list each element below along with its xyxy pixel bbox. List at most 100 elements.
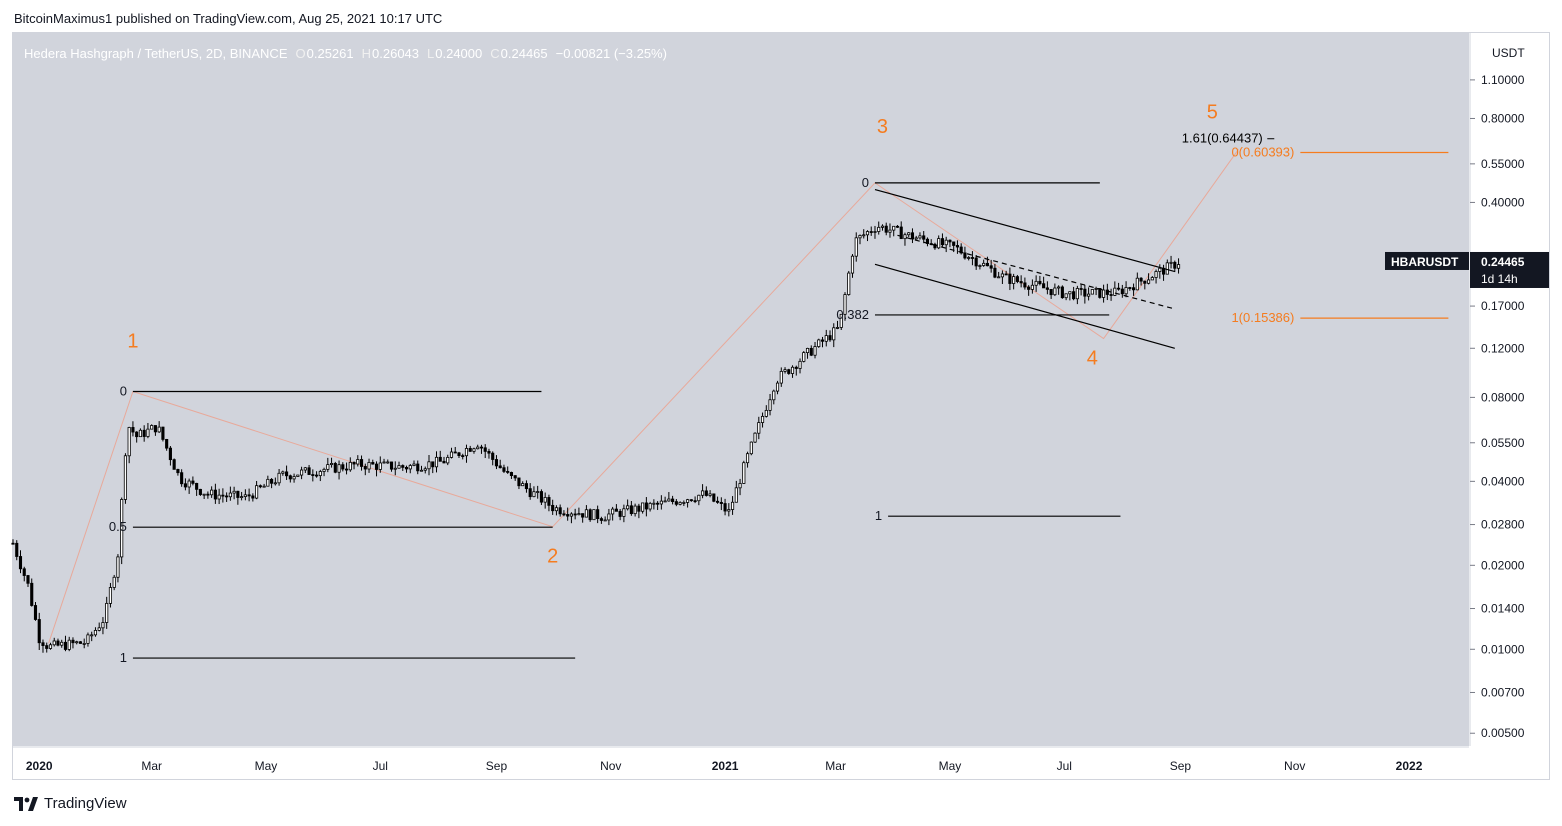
- candle-body[interactable]: [1139, 277, 1143, 282]
- candle-body[interactable]: [63, 641, 68, 650]
- candle-body[interactable]: [236, 490, 240, 498]
- candle-body[interactable]: [1034, 280, 1038, 286]
- candle-body[interactable]: [165, 438, 169, 449]
- candle-body[interactable]: [52, 640, 56, 646]
- candle-body[interactable]: [1154, 271, 1158, 278]
- candle-body[interactable]: [581, 513, 585, 518]
- candle-body[interactable]: [847, 272, 851, 295]
- candle-body[interactable]: [862, 234, 866, 237]
- candle-body[interactable]: [809, 347, 813, 356]
- candle-body[interactable]: [183, 483, 187, 488]
- candle-body[interactable]: [1053, 287, 1057, 296]
- candle-body[interactable]: [1090, 289, 1094, 295]
- candle-body[interactable]: [195, 482, 199, 490]
- candle-body[interactable]: [97, 627, 101, 631]
- candle-body[interactable]: [701, 490, 705, 496]
- candle-body[interactable]: [442, 460, 446, 464]
- candle-body[interactable]: [187, 480, 191, 488]
- candle-body[interactable]: [539, 491, 543, 503]
- candle-body[interactable]: [1049, 289, 1053, 296]
- candle-body[interactable]: [656, 502, 660, 505]
- candle-body[interactable]: [952, 241, 956, 246]
- time-axis[interactable]: [13, 747, 1469, 779]
- candle-body[interactable]: [618, 510, 622, 517]
- price-axis[interactable]: [1470, 33, 1549, 746]
- candle-body[interactable]: [790, 366, 795, 374]
- candle-body[interactable]: [15, 542, 19, 557]
- candle-body[interactable]: [498, 465, 502, 469]
- candle-body[interactable]: [742, 462, 746, 484]
- candle-body[interactable]: [67, 639, 71, 650]
- candle-body[interactable]: [749, 441, 753, 455]
- candle-body[interactable]: [865, 231, 870, 236]
- candle-body[interactable]: [697, 494, 701, 502]
- candle-body[interactable]: [359, 459, 364, 467]
- candle-body[interactable]: [150, 425, 154, 430]
- candle-body[interactable]: [716, 500, 720, 503]
- candle-body[interactable]: [1072, 291, 1076, 300]
- candle-body[interactable]: [138, 429, 142, 438]
- candle-body[interactable]: [427, 461, 431, 470]
- candle-body[interactable]: [547, 497, 551, 506]
- candle-body[interactable]: [1147, 279, 1151, 284]
- candle-body[interactable]: [1045, 287, 1049, 290]
- candle-body[interactable]: [1124, 287, 1128, 295]
- candle-body[interactable]: [584, 509, 588, 518]
- candle-body[interactable]: [922, 235, 926, 240]
- candle-body[interactable]: [33, 605, 38, 620]
- candle-body[interactable]: [588, 509, 592, 521]
- channel-line[interactable]: [897, 234, 1175, 310]
- candle-body[interactable]: [1105, 289, 1109, 295]
- candle-body[interactable]: [967, 257, 971, 259]
- candle-body[interactable]: [745, 453, 750, 464]
- candle-body[interactable]: [599, 518, 603, 521]
- candle-body[interactable]: [288, 475, 292, 480]
- candle-body[interactable]: [513, 475, 517, 479]
- candle-body[interactable]: [731, 501, 735, 510]
- candle-body[interactable]: [704, 490, 708, 496]
- candle-body[interactable]: [157, 426, 161, 433]
- candle-body[interactable]: [907, 232, 911, 236]
- candle-body[interactable]: [543, 497, 547, 503]
- candle-body[interactable]: [37, 619, 41, 644]
- candle-body[interactable]: [416, 463, 420, 472]
- candle-body[interactable]: [389, 461, 394, 470]
- candle-body[interactable]: [161, 426, 165, 440]
- candle-body[interactable]: [273, 482, 277, 485]
- candle-body[interactable]: [536, 491, 540, 493]
- candle-body[interactable]: [674, 501, 678, 505]
- candle-body[interactable]: [948, 239, 952, 243]
- candle-body[interactable]: [798, 360, 802, 369]
- candle-body[interactable]: [779, 370, 783, 384]
- candle-body[interactable]: [468, 448, 472, 452]
- candle-body[interactable]: [11, 542, 15, 545]
- candle-body[interactable]: [378, 462, 382, 470]
- footer-brand[interactable]: TradingView: [14, 795, 127, 812]
- candle-body[interactable]: [813, 346, 817, 356]
- candle-body[interactable]: [1132, 287, 1136, 291]
- candle-body[interactable]: [854, 237, 858, 257]
- candle-body[interactable]: [787, 369, 791, 374]
- candle-body[interactable]: [228, 492, 232, 498]
- candle-body[interactable]: [71, 639, 75, 644]
- candle-body[interactable]: [352, 461, 356, 465]
- candle-body[interactable]: [982, 262, 986, 266]
- candle-body[interactable]: [805, 347, 810, 353]
- candle-body[interactable]: [408, 465, 412, 470]
- candle-body[interactable]: [1165, 262, 1169, 275]
- candle-body[interactable]: [828, 335, 832, 341]
- channel-line[interactable]: [874, 263, 1175, 349]
- candle-body[interactable]: [56, 640, 60, 646]
- candle-body[interactable]: [217, 494, 221, 500]
- candle-body[interactable]: [131, 427, 135, 433]
- last-price-badge[interactable]: [1470, 251, 1549, 288]
- candle-body[interactable]: [506, 470, 510, 473]
- candle-body[interactable]: [899, 226, 903, 240]
- candle-body[interactable]: [438, 456, 442, 462]
- candle-body[interactable]: [315, 474, 319, 477]
- candle-body[interactable]: [176, 468, 180, 474]
- candle-body[interactable]: [22, 568, 26, 576]
- candle-body[interactable]: [963, 252, 967, 259]
- candle-body[interactable]: [464, 448, 469, 457]
- candle-body[interactable]: [322, 468, 326, 472]
